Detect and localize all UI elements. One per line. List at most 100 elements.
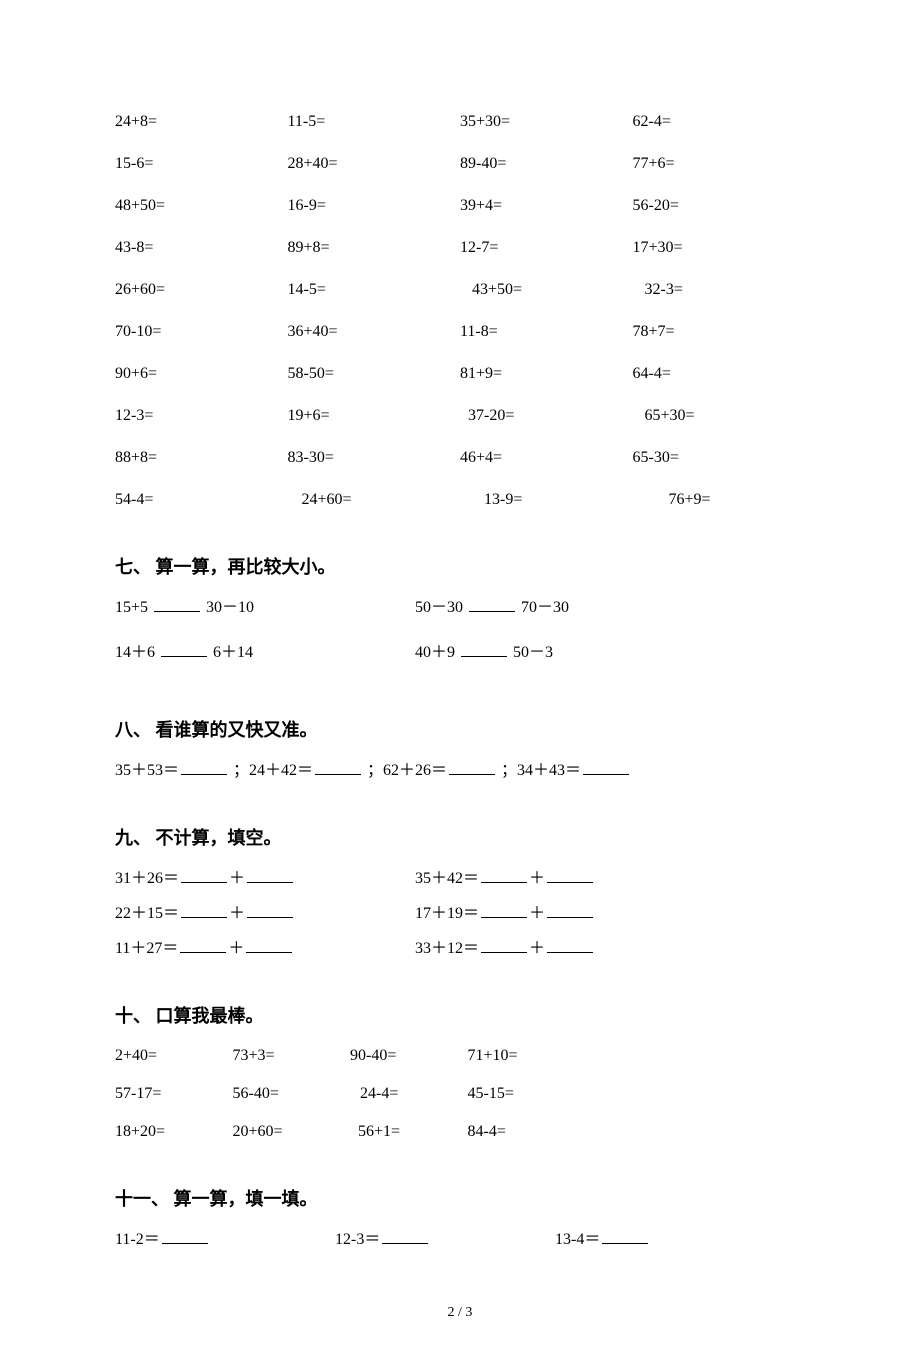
nine-lhs: 11＋27＝ <box>115 940 178 957</box>
blank <box>481 901 527 918</box>
arith-cell: 89+8= <box>288 236 461 260</box>
nine-lhs: 31＋26＝ <box>115 870 179 887</box>
arith-cell: 28+40= <box>288 152 461 176</box>
blank <box>382 1227 428 1244</box>
plus: ＋ <box>529 870 545 887</box>
nine-lhs: 33＋12＝ <box>415 940 479 957</box>
section-eight-heading: 八、 看谁算的又快又准。 <box>115 717 805 744</box>
blank <box>181 866 227 883</box>
eight-part: 35＋53＝ <box>115 762 179 779</box>
ten-cell: 20+60= <box>233 1120 351 1144</box>
arith-cell: 26+60= <box>115 278 288 302</box>
arith-cell: 81+9= <box>460 362 633 386</box>
arith-cell: 56-20= <box>633 194 806 218</box>
blank <box>181 901 227 918</box>
nine-item: 31＋26＝ ＋ <box>115 866 415 891</box>
eleven-item: 12-3＝ <box>335 1227 555 1252</box>
compare-row: 14＋6 6＋14 <box>115 640 415 665</box>
plus: ＋ <box>229 870 245 887</box>
eleven-lhs: 11-2＝ <box>115 1231 160 1248</box>
arith-cell: 11-5= <box>288 110 461 134</box>
arith-cell: 14-5= <box>288 278 461 302</box>
page-content: 24+8= 11-5= 35+30= 62-4= 15-6= 28+40= 89… <box>0 0 920 1353</box>
section-nine-heading: 九、 不计算，填空。 <box>115 825 805 852</box>
arith-cell: 58-50= <box>288 362 461 386</box>
blank <box>247 866 293 883</box>
blank <box>247 901 293 918</box>
blank <box>547 901 593 918</box>
arith-cell: 39+4= <box>460 194 633 218</box>
nine-item: 22＋15＝＋ <box>115 901 415 926</box>
arith-cell: 78+7= <box>633 320 806 344</box>
blank <box>180 936 226 953</box>
blank <box>602 1227 648 1244</box>
ten-cell: 57-17= <box>115 1082 233 1106</box>
eight-part: ；34＋43＝ <box>501 762 581 779</box>
ten-cell: 71+10= <box>468 1044 586 1068</box>
arith-cell: 43+50= <box>460 278 633 302</box>
ten-cell: 2+40= <box>115 1044 233 1068</box>
arith-cell: 43-8= <box>115 236 288 260</box>
nine-item: 33＋12＝ ＋ <box>415 936 805 961</box>
section-eleven-heading: 十一、 算一算，填一填。 <box>115 1186 805 1213</box>
blank <box>181 758 227 775</box>
compare-right1: 40＋9 <box>415 644 455 661</box>
section-seven-heading: 七、 算一算，再比较大小。 <box>115 554 805 581</box>
arith-cell: 17+30= <box>633 236 806 260</box>
eleven-lhs: 13-4＝ <box>555 1231 600 1248</box>
nine-lhs: 35＋42＝ <box>415 870 479 887</box>
compare-right1: 50－30 <box>415 599 463 616</box>
plus: ＋ <box>228 940 244 957</box>
nine-item: 17＋19＝＋ <box>415 901 805 926</box>
blank <box>469 595 515 612</box>
eleven-item: 11-2＝ <box>115 1227 335 1252</box>
arith-cell: 54-4= <box>115 488 288 512</box>
arith-cell: 32-3= <box>633 278 806 302</box>
nine-item: 35＋42＝ ＋ <box>415 866 805 891</box>
arith-cell: 65+30= <box>633 404 806 428</box>
arith-cell: 24+60= <box>288 488 461 512</box>
plus: ＋ <box>229 905 245 922</box>
arith-cell: 24+8= <box>115 110 288 134</box>
arith-cell: 48+50= <box>115 194 288 218</box>
arith-cell: 37-20= <box>460 404 633 428</box>
ten-cell: 45-15= <box>468 1082 586 1106</box>
blank <box>481 866 527 883</box>
blank <box>449 758 495 775</box>
compare-row: 50－30 70－30 <box>415 595 805 620</box>
arith-cell: 16-9= <box>288 194 461 218</box>
arithmetic-grid: 24+8= 11-5= 35+30= 62-4= 15-6= 28+40= 89… <box>115 110 805 512</box>
arith-cell: 89-40= <box>460 152 633 176</box>
ten-cell: 56+1= <box>350 1120 468 1144</box>
section-seven-body: 15+5 30－10 50－30 70－30 14＋6 6＋14 40＋9 50… <box>115 595 805 675</box>
arith-cell: 15-6= <box>115 152 288 176</box>
arith-cell: 13-9= <box>460 488 633 512</box>
arith-cell: 36+40= <box>288 320 461 344</box>
arith-cell: 19+6= <box>288 404 461 428</box>
arith-cell: 64-4= <box>633 362 806 386</box>
eleven-lhs: 12-3＝ <box>335 1231 380 1248</box>
ten-cell: 73+3= <box>233 1044 351 1068</box>
blank <box>461 640 507 657</box>
page-number: 2 / 3 <box>115 1302 805 1323</box>
plus: ＋ <box>529 940 545 957</box>
arith-cell: 11-8= <box>460 320 633 344</box>
arith-cell: 46+4= <box>460 446 633 470</box>
ten-cell: 24-4= <box>350 1082 468 1106</box>
compare-row: 40＋9 50－3 <box>415 640 805 665</box>
compare-right2: 70－30 <box>521 599 569 616</box>
arith-cell: 90+6= <box>115 362 288 386</box>
arith-cell: 83-30= <box>288 446 461 470</box>
arith-cell: 65-30= <box>633 446 806 470</box>
plus: ＋ <box>529 905 545 922</box>
section-nine-body: 31＋26＝＋ 35＋42＝＋ 22＋15＝＋ 17＋19＝＋ 11＋27＝＋ … <box>115 866 805 961</box>
ten-cell: 18+20= <box>115 1120 233 1144</box>
blank <box>246 936 292 953</box>
section-ten-body: 2+40= 73+3= 90-40= 71+10= 57-17= 56-40= … <box>115 1044 585 1144</box>
blank <box>315 758 361 775</box>
blank <box>547 936 593 953</box>
arith-cell: 12-7= <box>460 236 633 260</box>
compare-left1: 15+5 <box>115 599 148 616</box>
ten-cell: 84-4= <box>468 1120 586 1144</box>
arith-cell: 12-3= <box>115 404 288 428</box>
